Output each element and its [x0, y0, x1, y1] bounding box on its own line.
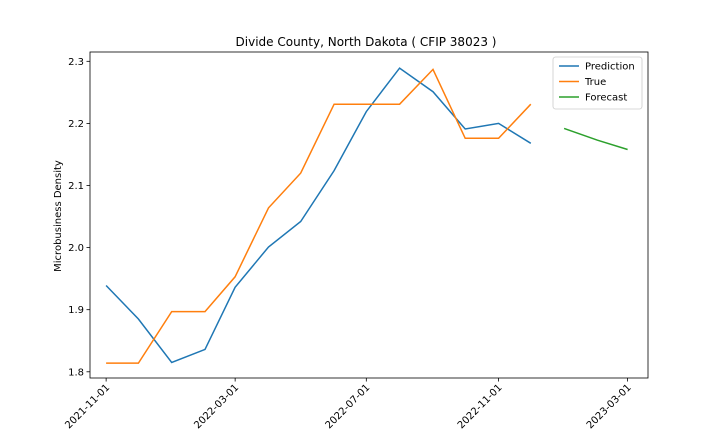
- x-tick-label: 2022-11-01: [456, 382, 505, 431]
- legend-label-forecast: Forecast: [585, 93, 627, 104]
- legend: Prediction True Forecast: [552, 56, 643, 110]
- chart-title: Divide County, North Dakota ( CFIP 38023…: [236, 35, 497, 49]
- y-axis: 1.8 1.9 2.0 2.1 2.2 2.3: [68, 57, 90, 378]
- series-line-prediction: [105, 67, 532, 364]
- plot-frame: [89, 51, 649, 379]
- y-tick-label: 1.8: [68, 367, 84, 378]
- x-tick-label: 2023-03-01: [585, 382, 634, 431]
- legend-label-prediction: Prediction: [585, 62, 635, 73]
- y-tick-label: 2.1: [68, 181, 84, 192]
- legend-box: [552, 56, 643, 110]
- x-axis: 2021-11-01 2022-03-01 2022-07-01 2022-11-01…: [63, 378, 634, 431]
- legend-label-true: True: [584, 77, 606, 88]
- series-line-forecast: [563, 127, 628, 151]
- y-tick-label: 2.2: [68, 119, 84, 130]
- x-tick-label: 2022-03-01: [192, 382, 241, 431]
- y-tick-label: 2.3: [68, 57, 84, 68]
- x-tick-label: 2022-07-01: [324, 382, 373, 431]
- y-axis-label: Microbusiness Density: [53, 160, 64, 272]
- y-tick-label: 2.0: [68, 243, 84, 254]
- plot-series-group: [105, 67, 628, 364]
- x-tick-label: 2021-11-01: [63, 382, 112, 431]
- series-line-true: [106, 68, 532, 364]
- y-tick-label: 1.9: [68, 305, 84, 316]
